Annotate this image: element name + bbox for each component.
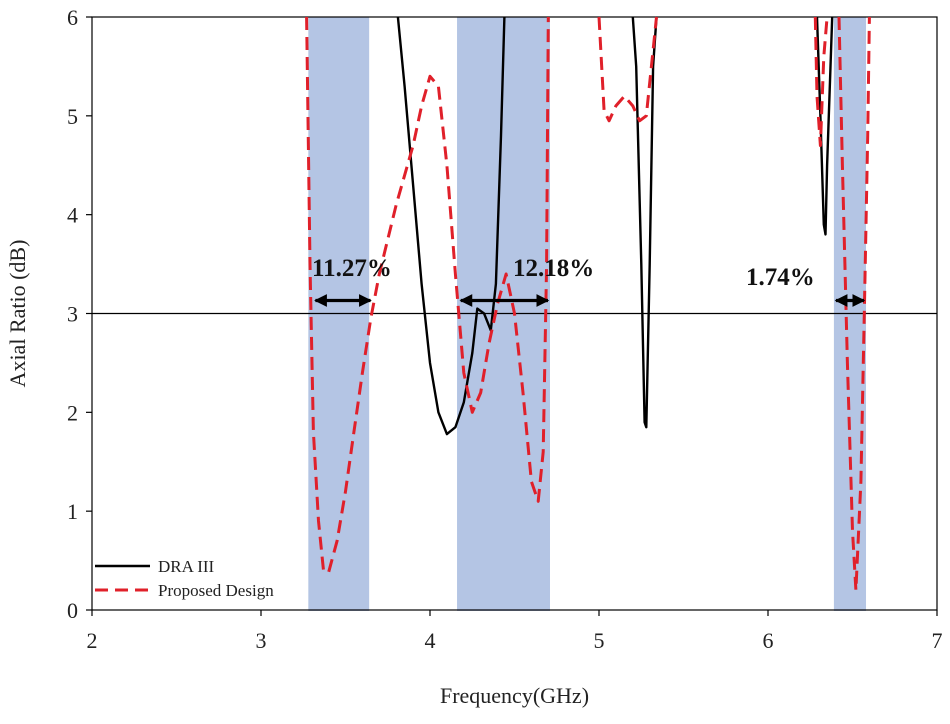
legend-label-proposed-design: Proposed Design — [158, 581, 274, 600]
y-axis-title: Axial Ratio (dB) — [5, 240, 30, 388]
band-arrows: 11.27% 12.18% 1.74% — [312, 255, 866, 307]
y-tick-label-0: 0 — [67, 598, 78, 623]
band-label-1: 12.18% — [513, 255, 594, 282]
legend-label-dra-iii: DRA III — [158, 557, 215, 576]
x-tick-label-5: 7 — [932, 628, 943, 653]
band-label-2: 1.74% — [746, 264, 815, 291]
y-tick-label-3: 3 — [67, 302, 78, 327]
y-tick-label-1: 1 — [67, 499, 78, 524]
series-line-proposed-design-3 — [837, 16, 871, 592]
x-tick-label-4: 6 — [763, 628, 774, 653]
x-tick-label-1: 3 — [256, 628, 267, 653]
y-tick-label-6: 6 — [67, 5, 78, 30]
axis-ticks: 2 3 4 5 6 7 0 1 2 3 4 5 6 — [67, 5, 943, 653]
series-line-dra-iii-2 — [815, 16, 834, 236]
y-tick-label-5: 5 — [67, 104, 78, 129]
series-line-dra-iii-0 — [396, 16, 506, 436]
x-tick-label-2: 4 — [425, 628, 436, 653]
y-tick-label-4: 4 — [67, 203, 78, 228]
y-tick-label-2: 2 — [67, 400, 78, 425]
series-line-proposed-design-0 — [305, 16, 550, 574]
series-lines — [305, 16, 871, 592]
x-tick-label-3: 5 — [594, 628, 605, 653]
series-line-proposed-design-2 — [813, 16, 829, 147]
x-tick-label-0: 2 — [87, 628, 98, 653]
band-label-0: 11.27% — [312, 255, 392, 282]
series-line-dra-iii-1 — [631, 16, 658, 429]
series-line-proposed-design-1 — [597, 16, 658, 123]
legend: DRA III Proposed Design — [95, 557, 274, 600]
x-axis-title: Frequency(GHz) — [440, 683, 589, 708]
